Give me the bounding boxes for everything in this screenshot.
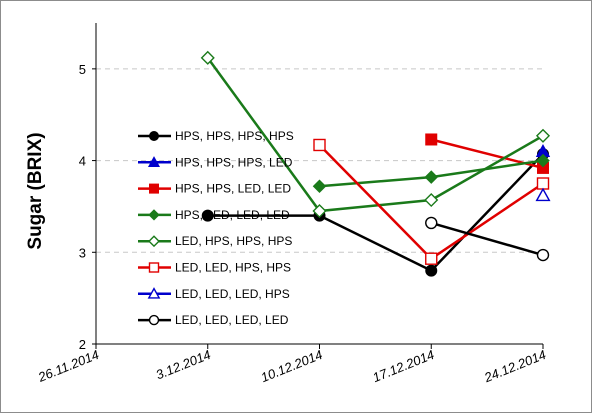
legend: HPS, HPS, HPS, HPS HPS, HPS, HPS, LED HPS,… [138, 129, 294, 327]
x-tick-labels: 26.11.2014 3.12.2014 10.12.2014 17.12.2014 2… [35, 347, 548, 386]
legend-label: HPS, HPS, HPS, HPS [175, 129, 294, 143]
legend-label: HPS, HPS, HPS, LED [175, 155, 293, 169]
legend-label: LED, LED, HPS, HPS [175, 261, 291, 275]
legend-item: LED, LED, LED, LED [138, 313, 289, 327]
data-point [312, 179, 327, 194]
legend-item: LED, LED, LED, HPS [138, 287, 290, 301]
data-point [425, 216, 438, 230]
legend-swatch-marker [148, 235, 160, 248]
series-6 [535, 187, 551, 202]
legend-item: HPS, HPS, LED, LED [138, 182, 291, 196]
legend-swatch-marker [148, 209, 160, 221]
data-point [201, 209, 214, 222]
series-7 [425, 216, 550, 262]
y-axis-label: Sugar (BRIX) [25, 132, 46, 249]
data-point [312, 203, 327, 219]
data-point [424, 192, 439, 208]
data-point [424, 170, 439, 184]
axes [92, 23, 544, 349]
data-point [536, 248, 550, 262]
series-line [430, 221, 544, 257]
legend-label: LED, LED, LED, HPS [175, 287, 290, 301]
series-5 [313, 138, 550, 265]
legend-swatch-marker [149, 183, 159, 194]
x-tick-label: 10.12.2014 [259, 347, 325, 385]
series-line [206, 57, 544, 213]
y-tick-labels: 2 3 4 5 [79, 62, 86, 352]
data-point [313, 138, 326, 152]
series-layer [200, 50, 551, 277]
legend-label: LED, LED, LED, LED [175, 313, 289, 327]
legend-item: LED, LED, HPS, HPS [138, 261, 291, 275]
y-tick-label: 5 [79, 62, 86, 77]
legend-item: HPS, LED, LED, LED [138, 208, 290, 222]
series-line [207, 153, 544, 273]
series-4 [200, 50, 551, 219]
legend-label: HPS, HPS, LED, LED [175, 182, 291, 196]
data-point [425, 252, 438, 265]
data-point [535, 128, 551, 143]
data-point [425, 264, 438, 277]
data-point [536, 153, 550, 168]
legend-item: HPS, HPS, HPS, HPS [138, 129, 294, 143]
legend-swatch-marker [148, 314, 160, 326]
legend-swatch-marker [147, 156, 161, 167]
y-tick-label: 4 [79, 154, 86, 169]
data-point [425, 133, 438, 146]
x-tick-label: 26.11.2014 [35, 347, 101, 385]
data-point [200, 50, 215, 65]
y-tick-label: 2 [79, 337, 86, 352]
data-point [536, 177, 550, 190]
x-tick-label: 24.12.2014 [481, 347, 548, 386]
legend-item: LED, HPS, HPS, HPS [138, 234, 292, 248]
legend-swatch-marker [149, 131, 159, 141]
y-tick-label: 3 [79, 245, 86, 260]
legend-swatch-marker [148, 262, 160, 273]
legend-label: HPS, LED, LED, LED [175, 208, 290, 222]
data-point [535, 187, 551, 202]
x-tick-label: 3.12.2014 [154, 347, 213, 383]
legend-label: LED, HPS, HPS, HPS [175, 234, 292, 248]
x-tick-label: 17.12.2014 [370, 347, 436, 385]
legend-swatch-marker [147, 287, 161, 299]
gridlines [96, 68, 543, 253]
legend-item: HPS, HPS, HPS, LED [138, 155, 293, 169]
